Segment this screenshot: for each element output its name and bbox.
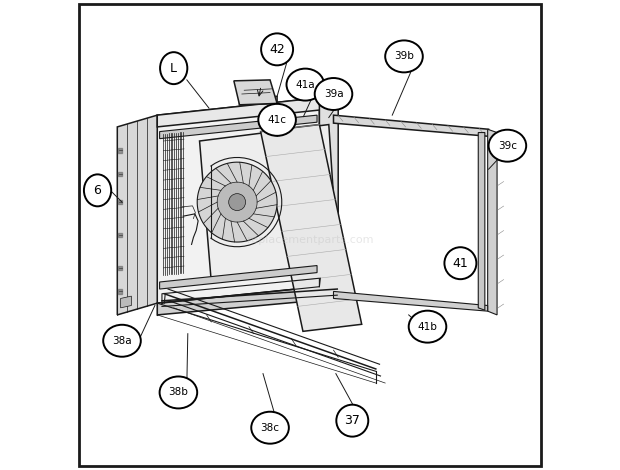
Text: 39b: 39b xyxy=(394,51,414,62)
Text: 42: 42 xyxy=(269,43,285,56)
Polygon shape xyxy=(197,162,277,242)
Polygon shape xyxy=(200,125,338,282)
Ellipse shape xyxy=(159,376,197,408)
Ellipse shape xyxy=(103,325,141,357)
Polygon shape xyxy=(239,96,277,105)
Ellipse shape xyxy=(409,311,446,343)
Text: 38c: 38c xyxy=(260,423,280,433)
Ellipse shape xyxy=(251,412,289,444)
Text: 38a: 38a xyxy=(112,336,132,346)
Circle shape xyxy=(229,194,246,211)
Text: 39c: 39c xyxy=(498,141,517,151)
Ellipse shape xyxy=(336,405,368,437)
Text: 39a: 39a xyxy=(324,89,343,99)
Polygon shape xyxy=(217,182,257,222)
Polygon shape xyxy=(120,296,131,308)
Polygon shape xyxy=(334,291,488,311)
Polygon shape xyxy=(234,80,277,105)
Ellipse shape xyxy=(489,130,526,162)
FancyBboxPatch shape xyxy=(79,4,541,466)
Text: 41a: 41a xyxy=(296,79,315,90)
Polygon shape xyxy=(260,125,361,331)
Ellipse shape xyxy=(84,174,111,206)
Polygon shape xyxy=(478,133,485,310)
Polygon shape xyxy=(117,115,157,315)
Text: replacementparts.com: replacementparts.com xyxy=(247,235,373,245)
Text: 41: 41 xyxy=(453,257,468,270)
Ellipse shape xyxy=(259,104,296,136)
Text: L: L xyxy=(170,62,177,75)
Ellipse shape xyxy=(445,247,476,279)
Ellipse shape xyxy=(385,40,423,72)
Polygon shape xyxy=(157,287,338,315)
Polygon shape xyxy=(159,115,317,139)
Polygon shape xyxy=(157,98,338,127)
Text: 38b: 38b xyxy=(169,387,188,398)
Text: 37: 37 xyxy=(344,414,360,427)
Ellipse shape xyxy=(261,33,293,65)
Text: 6: 6 xyxy=(94,184,102,197)
Ellipse shape xyxy=(286,69,324,101)
Ellipse shape xyxy=(160,52,187,84)
Polygon shape xyxy=(159,266,317,289)
Polygon shape xyxy=(488,129,497,315)
Polygon shape xyxy=(319,98,338,298)
Text: 41c: 41c xyxy=(268,115,286,125)
Polygon shape xyxy=(157,98,319,303)
Ellipse shape xyxy=(315,78,352,110)
Polygon shape xyxy=(334,115,489,136)
Text: 41b: 41b xyxy=(417,321,438,332)
